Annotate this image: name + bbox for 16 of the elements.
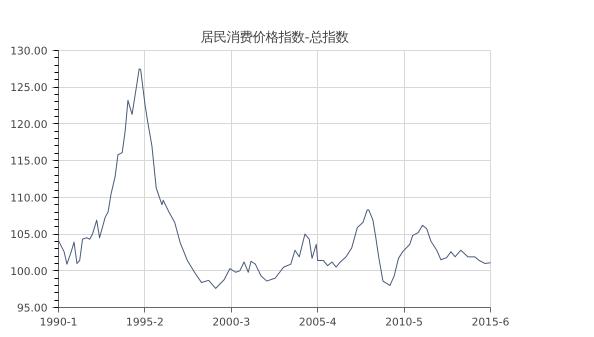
line-series <box>58 68 490 289</box>
y-tick-label: 110.00 <box>10 191 48 204</box>
y-tick-label: 120.00 <box>10 118 48 131</box>
x-tick-label: 2000-3 <box>212 316 250 328</box>
x-tick-label: 2005-4 <box>298 316 337 328</box>
y-tick-label: 125.00 <box>10 81 48 94</box>
y-tick-label: 95.00 <box>16 302 48 314</box>
y-tick-label: 130.00 <box>10 44 48 58</box>
x-tick-label: 2010-5 <box>385 316 423 328</box>
x-tick-label: 1995-2 <box>126 316 164 328</box>
x-tick-label: 1990-1 <box>40 316 78 328</box>
y-tick-label: 100.00 <box>10 264 48 278</box>
y-tick-label: 115.00 <box>10 154 48 168</box>
y-tick-label: 105.00 <box>10 228 48 242</box>
x-tick-label: 2015-6 <box>472 316 510 328</box>
chart-title: 居民消费价格指数-总指数 <box>200 30 348 46</box>
